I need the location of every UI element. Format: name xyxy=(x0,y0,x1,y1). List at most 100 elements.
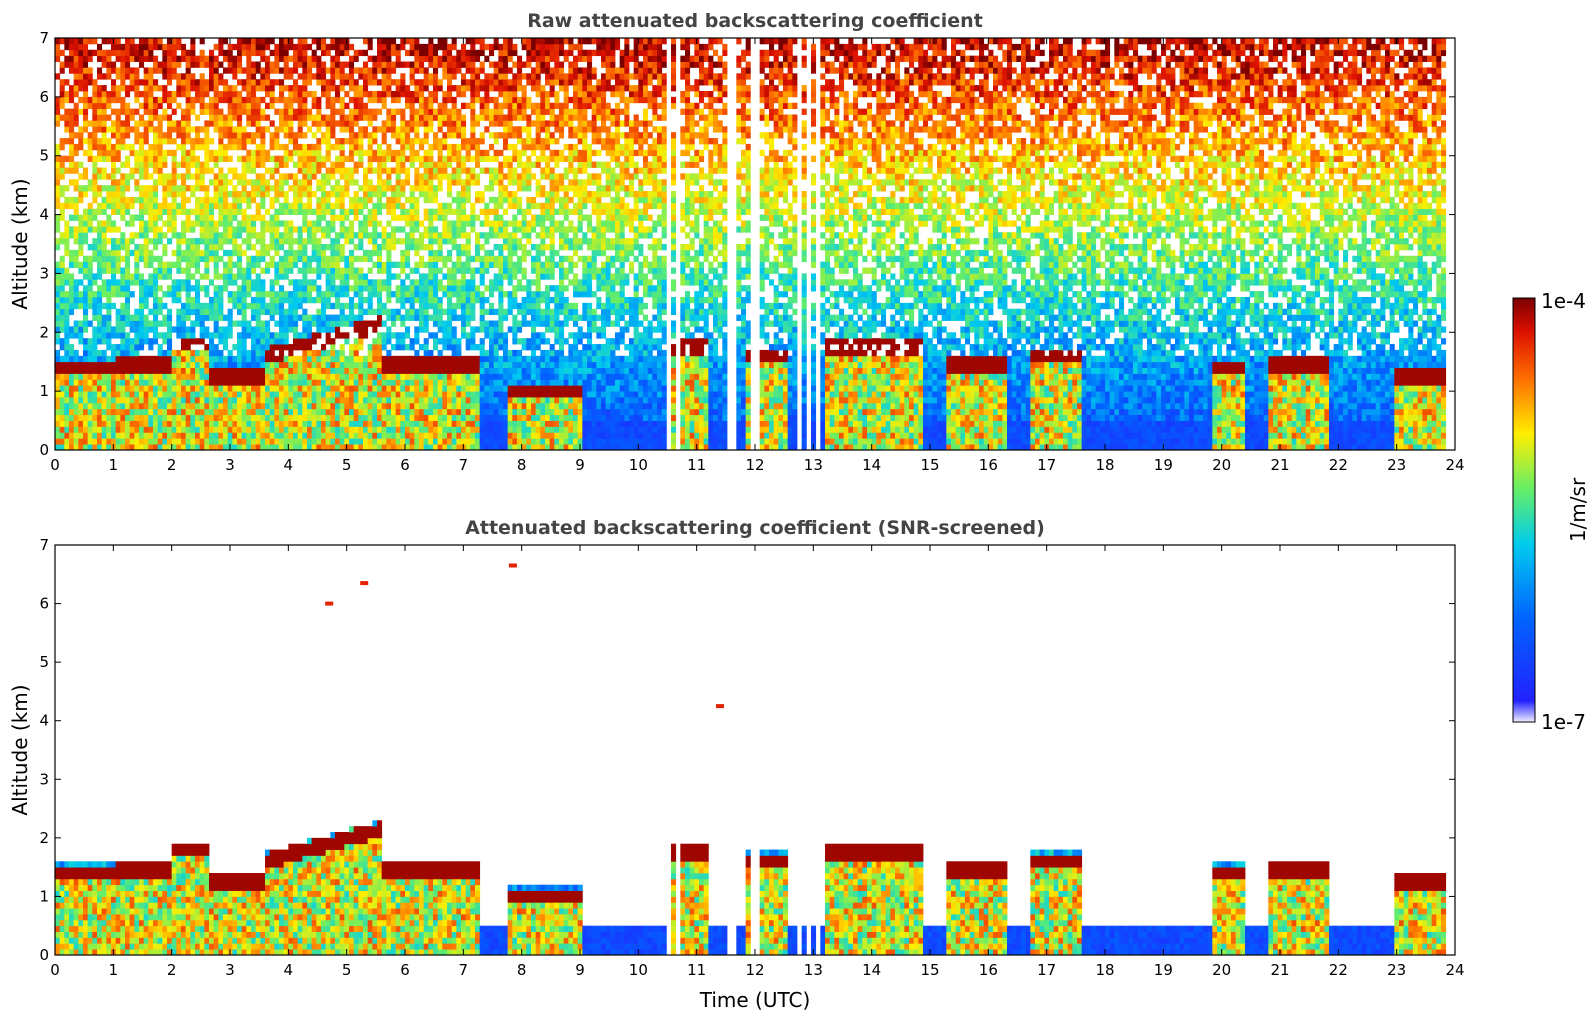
heatmap-cell xyxy=(181,302,187,310)
heatmap-cell xyxy=(358,73,364,80)
heatmap-cell xyxy=(335,320,341,327)
heatmap-cell xyxy=(321,402,327,410)
heatmap-cell xyxy=(241,314,247,321)
heatmap-cell xyxy=(260,38,266,45)
heatmap-cell xyxy=(97,220,103,227)
heatmap-cell xyxy=(297,338,303,345)
heatmap-cell xyxy=(143,120,149,127)
heatmap-cell xyxy=(218,196,224,204)
heatmap-cell xyxy=(87,261,93,268)
heatmap-cell xyxy=(129,314,135,321)
heatmap-cell xyxy=(97,191,103,198)
heatmap-cell xyxy=(451,326,457,333)
heatmap-cell xyxy=(461,379,467,386)
heatmap-cell xyxy=(339,308,345,316)
heatmap-cell xyxy=(167,90,173,98)
heatmap-cell xyxy=(181,308,187,316)
heatmap-cell xyxy=(321,385,327,392)
heatmap-cell xyxy=(111,285,117,292)
heatmap-cell xyxy=(405,90,411,98)
heatmap-cell xyxy=(395,261,401,268)
heatmap-cell xyxy=(400,302,406,310)
heatmap-cell xyxy=(414,196,420,204)
heatmap-cell xyxy=(405,420,411,427)
heatmap-cell xyxy=(391,132,397,139)
heatmap-cell xyxy=(176,444,182,450)
heatmap-cell xyxy=(456,355,462,363)
heatmap-cell xyxy=(209,49,215,57)
heatmap-cell xyxy=(209,438,215,445)
heatmap-cell xyxy=(87,244,93,251)
heatmap-cell xyxy=(241,373,247,380)
heatmap-cell xyxy=(311,114,317,121)
heatmap-cell xyxy=(190,414,196,421)
heatmap-cell xyxy=(73,397,79,404)
heatmap-cell xyxy=(143,302,149,310)
heatmap-cell xyxy=(325,79,331,86)
heatmap-cell xyxy=(106,267,112,274)
heatmap-cell xyxy=(349,355,355,363)
heatmap-cell xyxy=(129,108,135,115)
heatmap-cell xyxy=(129,391,135,398)
heatmap-cell xyxy=(451,367,457,374)
heatmap-cell xyxy=(372,114,378,121)
heatmap-cell xyxy=(428,108,434,115)
heatmap-cell xyxy=(311,414,317,421)
heatmap-cell xyxy=(213,314,219,321)
heatmap-cell xyxy=(409,385,415,392)
heatmap-cell xyxy=(134,420,140,427)
heatmap-cell xyxy=(125,373,131,380)
heatmap-cell xyxy=(293,226,299,233)
heatmap-cell xyxy=(451,385,457,392)
heatmap-cell xyxy=(433,408,439,416)
heatmap-cell xyxy=(195,214,201,221)
heatmap-cell xyxy=(59,420,65,427)
heatmap-cell xyxy=(78,173,84,180)
heatmap-cell xyxy=(349,61,355,68)
heatmap-cell xyxy=(204,332,210,339)
heatmap-cell xyxy=(185,261,191,268)
heatmap-cell xyxy=(442,138,448,145)
heatmap-cell xyxy=(162,379,168,386)
heatmap-cell xyxy=(447,161,453,168)
heatmap-cell xyxy=(437,302,443,310)
heatmap-cell xyxy=(381,232,387,239)
heatmap-cell xyxy=(349,114,355,121)
heatmap-cell xyxy=(171,126,177,133)
heatmap-cell xyxy=(251,149,257,157)
heatmap-cell xyxy=(339,155,345,162)
heatmap-cell xyxy=(111,391,117,398)
heatmap-cell xyxy=(433,320,439,327)
heatmap-cell xyxy=(120,432,126,439)
heatmap-cell xyxy=(69,167,75,174)
heatmap-cell xyxy=(442,320,448,327)
heatmap-cell xyxy=(269,426,275,433)
heatmap-cell xyxy=(213,191,219,198)
heatmap-cell xyxy=(167,332,173,339)
heatmap-cell xyxy=(120,49,126,57)
heatmap-cell xyxy=(428,196,434,204)
heatmap-cell xyxy=(190,220,196,227)
heatmap-cell xyxy=(447,367,453,374)
heatmap-cell xyxy=(106,432,112,439)
heatmap-cell xyxy=(358,85,364,92)
heatmap-cell xyxy=(101,402,107,410)
heatmap-cell xyxy=(111,408,117,416)
heatmap-cell xyxy=(171,285,177,292)
heatmap-cell xyxy=(251,90,257,98)
heatmap-cell xyxy=(213,408,219,416)
heatmap-cell xyxy=(358,296,364,304)
heatmap-cell xyxy=(395,196,401,204)
heatmap-cell xyxy=(218,402,224,410)
heatmap-cell xyxy=(442,355,448,363)
heatmap-cell xyxy=(283,149,289,157)
heatmap-cell xyxy=(302,320,308,327)
heatmap-cell xyxy=(69,202,75,210)
heatmap-cell xyxy=(246,220,252,227)
heatmap-cell xyxy=(64,232,70,239)
heatmap-cell xyxy=(330,367,336,374)
heatmap-cell xyxy=(97,426,103,433)
heatmap-cell xyxy=(115,397,121,404)
heatmap-cell xyxy=(465,296,471,304)
heatmap-cell xyxy=(339,85,345,92)
